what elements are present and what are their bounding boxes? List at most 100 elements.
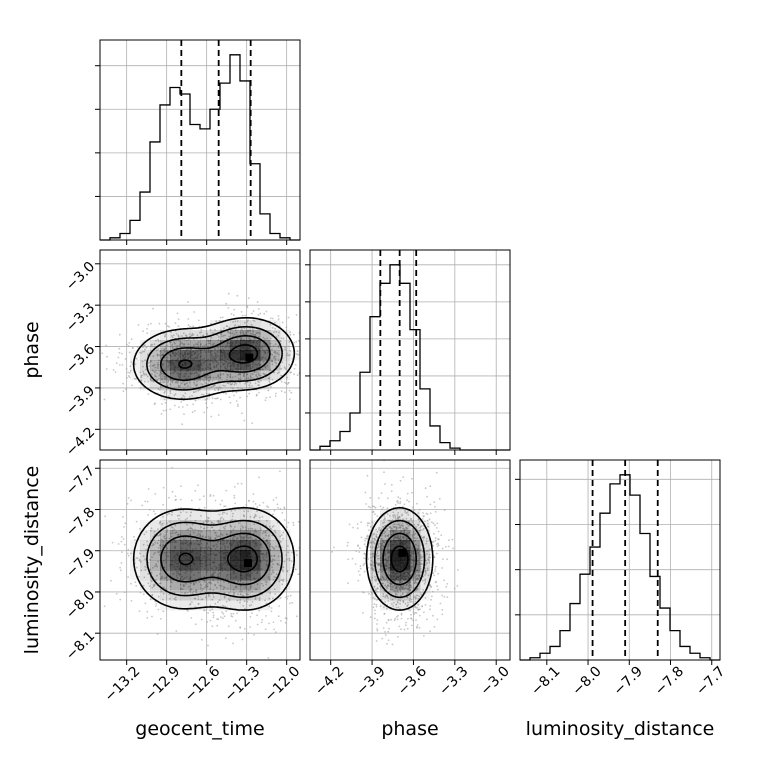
scatter-point bbox=[231, 518, 234, 521]
scatter-point bbox=[214, 583, 217, 586]
density-cell bbox=[220, 330, 231, 341]
scatter-point bbox=[139, 351, 141, 354]
density-cell bbox=[230, 550, 241, 561]
scatter-point bbox=[387, 571, 390, 574]
density-cell bbox=[220, 560, 231, 571]
scatter-point bbox=[226, 512, 228, 515]
density-cell bbox=[210, 540, 221, 551]
scatter-point bbox=[167, 380, 170, 383]
density-cell bbox=[260, 560, 271, 571]
scatter-point bbox=[247, 528, 250, 530]
scatter-point bbox=[254, 598, 257, 600]
scatter-point bbox=[243, 536, 246, 538]
scatter-point bbox=[229, 524, 232, 527]
scatter-point bbox=[183, 538, 185, 541]
contour-line bbox=[365, 507, 434, 611]
scatter-point bbox=[252, 500, 255, 503]
density-cell bbox=[190, 560, 201, 571]
scatter-point bbox=[220, 335, 223, 338]
scatter-point bbox=[446, 583, 449, 585]
scatter-point bbox=[441, 594, 443, 597]
scatter-point bbox=[444, 545, 447, 548]
scatter-point bbox=[188, 335, 191, 338]
scatter-point bbox=[408, 531, 410, 534]
scatter-point bbox=[193, 410, 196, 412]
scatter-point bbox=[136, 566, 138, 569]
scatter-point bbox=[193, 597, 196, 600]
density-cell bbox=[240, 530, 251, 541]
scatter-point bbox=[257, 520, 260, 522]
density-cell bbox=[260, 340, 271, 351]
x-axis-label-luminosity_distance: luminosity_distance bbox=[526, 718, 715, 740]
density-cell bbox=[200, 580, 211, 591]
scatter-point bbox=[65, 546, 67, 548]
scatter-point bbox=[252, 310, 255, 312]
scatter-point bbox=[144, 500, 147, 503]
scatter-point bbox=[123, 526, 125, 528]
scatter-point bbox=[233, 383, 236, 386]
scatter-point bbox=[233, 325, 236, 327]
scatter-point bbox=[262, 368, 264, 371]
scatter-point bbox=[416, 569, 418, 572]
scatter-point bbox=[166, 385, 169, 387]
scatter-point bbox=[406, 532, 409, 535]
scatter-point bbox=[425, 537, 428, 540]
scatter-point bbox=[259, 374, 262, 377]
scatter-point bbox=[269, 525, 271, 528]
scatter-point bbox=[212, 614, 215, 617]
scatter-point bbox=[416, 549, 419, 552]
scatter-point bbox=[289, 334, 292, 336]
scatter-point bbox=[385, 528, 388, 530]
scatter-point bbox=[383, 606, 385, 609]
scatter-point bbox=[225, 393, 227, 395]
scatter-point bbox=[375, 561, 378, 564]
scatter-point bbox=[259, 332, 261, 335]
scatter-point bbox=[411, 547, 414, 550]
scatter-point bbox=[174, 532, 177, 534]
scatter-point bbox=[184, 591, 187, 594]
scatter-point bbox=[266, 538, 268, 541]
scatter-point bbox=[365, 545, 367, 548]
scatter-point bbox=[247, 330, 250, 333]
density-cell bbox=[220, 340, 231, 351]
scatter-point bbox=[136, 346, 139, 348]
scatter-point bbox=[160, 590, 163, 593]
scatter-point bbox=[389, 526, 392, 529]
scatter-point bbox=[410, 613, 412, 616]
scatter-point bbox=[429, 512, 432, 515]
density-cell bbox=[170, 520, 181, 531]
scatter-point bbox=[376, 555, 378, 557]
scatter-point bbox=[364, 537, 367, 540]
scatter-point bbox=[243, 373, 246, 375]
scatter-point bbox=[436, 618, 439, 621]
scatter-point bbox=[215, 320, 218, 323]
scatter-point bbox=[256, 506, 259, 508]
scatter-point bbox=[317, 345, 319, 347]
scatter-point bbox=[382, 545, 385, 548]
scatter-point bbox=[387, 630, 390, 633]
contour-line bbox=[160, 532, 271, 586]
scatter-point bbox=[420, 555, 422, 558]
scatter-point bbox=[186, 339, 188, 342]
scatter-point bbox=[282, 570, 284, 573]
scatter-point bbox=[271, 379, 274, 381]
scatter-point bbox=[151, 615, 153, 618]
scatter-point bbox=[253, 320, 256, 322]
scatter-point bbox=[376, 531, 379, 533]
scatter-point bbox=[234, 320, 237, 323]
scatter-point bbox=[192, 403, 195, 406]
scatter-point bbox=[156, 542, 159, 545]
scatter-point bbox=[135, 585, 138, 587]
density-cell bbox=[250, 370, 261, 381]
scatter-point bbox=[214, 389, 216, 391]
scatter-point bbox=[234, 586, 237, 588]
scatter-point bbox=[371, 546, 374, 548]
scatter-point bbox=[114, 371, 117, 373]
scatter-point bbox=[200, 618, 203, 621]
density-cell bbox=[190, 570, 201, 581]
scatter-point bbox=[171, 336, 174, 339]
density-cell bbox=[410, 550, 421, 561]
scatter-point bbox=[258, 476, 260, 479]
scatter-point bbox=[197, 345, 200, 348]
density-cell bbox=[190, 370, 201, 381]
